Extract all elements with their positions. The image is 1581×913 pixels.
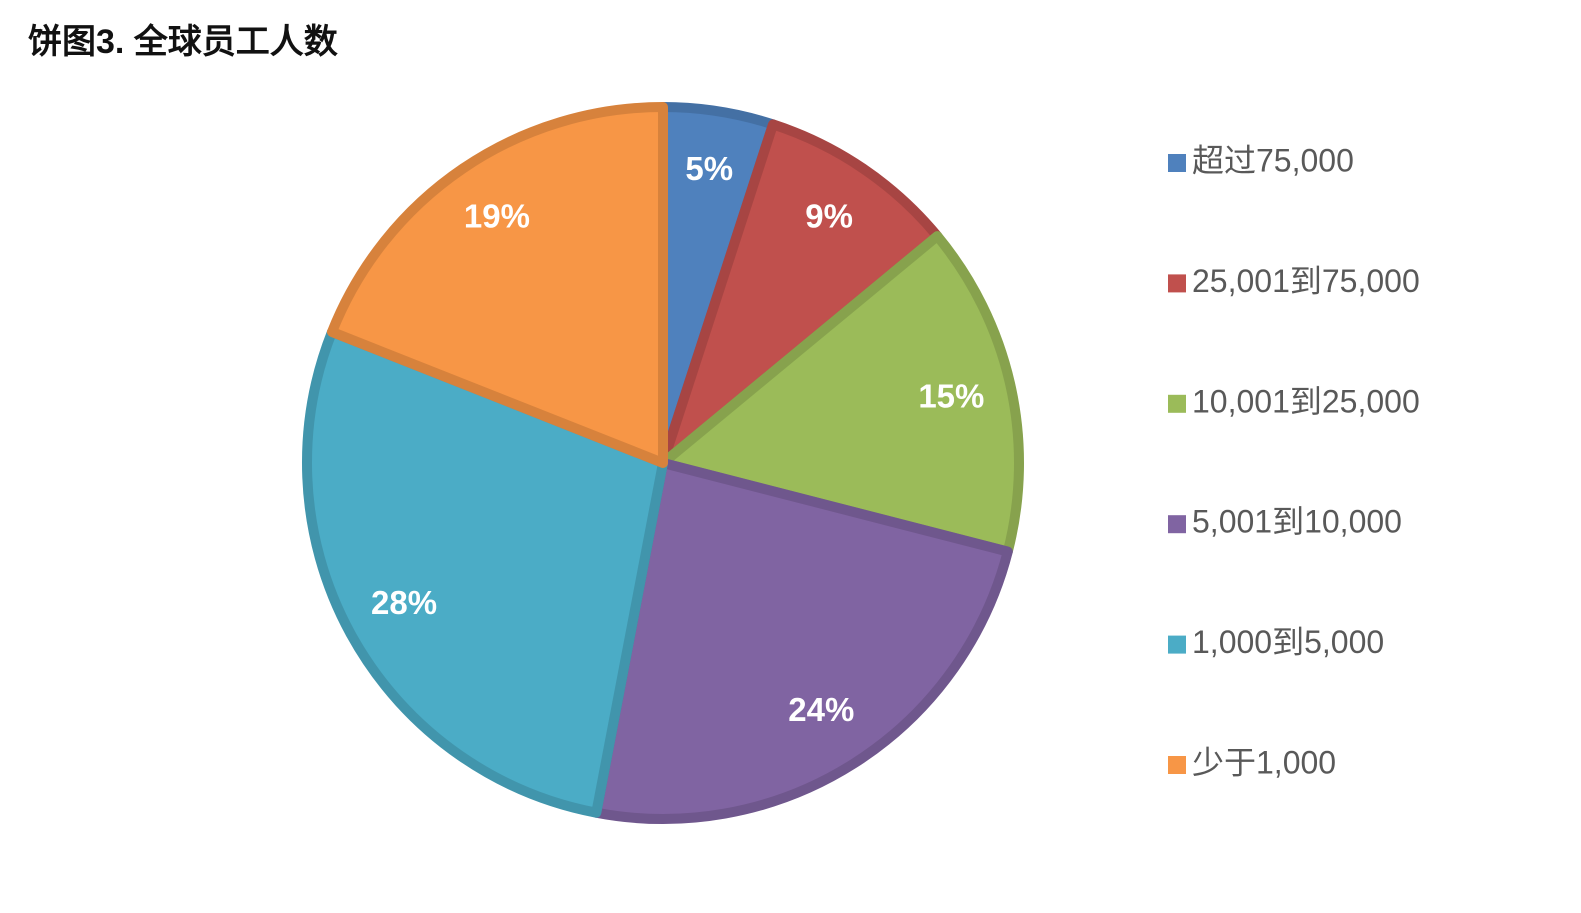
value-label: 19% bbox=[464, 197, 530, 234]
pie-slice bbox=[658, 231, 1024, 557]
pie-slice bbox=[591, 458, 1013, 824]
legend-swatch bbox=[1168, 154, 1186, 172]
value-label: 5% bbox=[685, 150, 733, 187]
chart-title: 饼图3. 全球员工人数 bbox=[28, 22, 338, 61]
slice-border bbox=[591, 458, 1013, 824]
legend-swatch bbox=[1168, 394, 1186, 413]
value-label: 28% bbox=[371, 584, 437, 621]
legend-swatch bbox=[1168, 756, 1186, 774]
value-label: 9% bbox=[805, 197, 853, 234]
legend-label: 少于1,000 bbox=[1192, 744, 1336, 780]
value-label: 15% bbox=[918, 377, 984, 414]
legend-swatch bbox=[1168, 515, 1186, 534]
legend-label: 25,001到75,000 bbox=[1192, 263, 1420, 299]
legend-label: 1,000到5,000 bbox=[1192, 624, 1384, 660]
slice-border bbox=[302, 326, 668, 818]
slice-border bbox=[658, 231, 1024, 557]
slice-border bbox=[327, 102, 668, 468]
value-label: 24% bbox=[788, 691, 854, 728]
pie-slice bbox=[302, 326, 668, 818]
slice-border bbox=[658, 119, 943, 468]
legend-label: 10,001到25,000 bbox=[1192, 383, 1420, 419]
legend-swatch bbox=[1168, 635, 1186, 654]
pie: 5% 9% 15% 24% 28% 19% bbox=[302, 102, 1024, 824]
pie-slice bbox=[327, 102, 668, 468]
legend-swatch bbox=[1168, 274, 1186, 293]
legend: 超过75,000 25,001到75,000 10,001到25,000 5,001到… bbox=[1168, 142, 1420, 780]
legend-label: 超过75,000 bbox=[1192, 142, 1354, 178]
pie-slice bbox=[658, 119, 943, 468]
legend-label: 5,001到10,000 bbox=[1192, 504, 1402, 540]
